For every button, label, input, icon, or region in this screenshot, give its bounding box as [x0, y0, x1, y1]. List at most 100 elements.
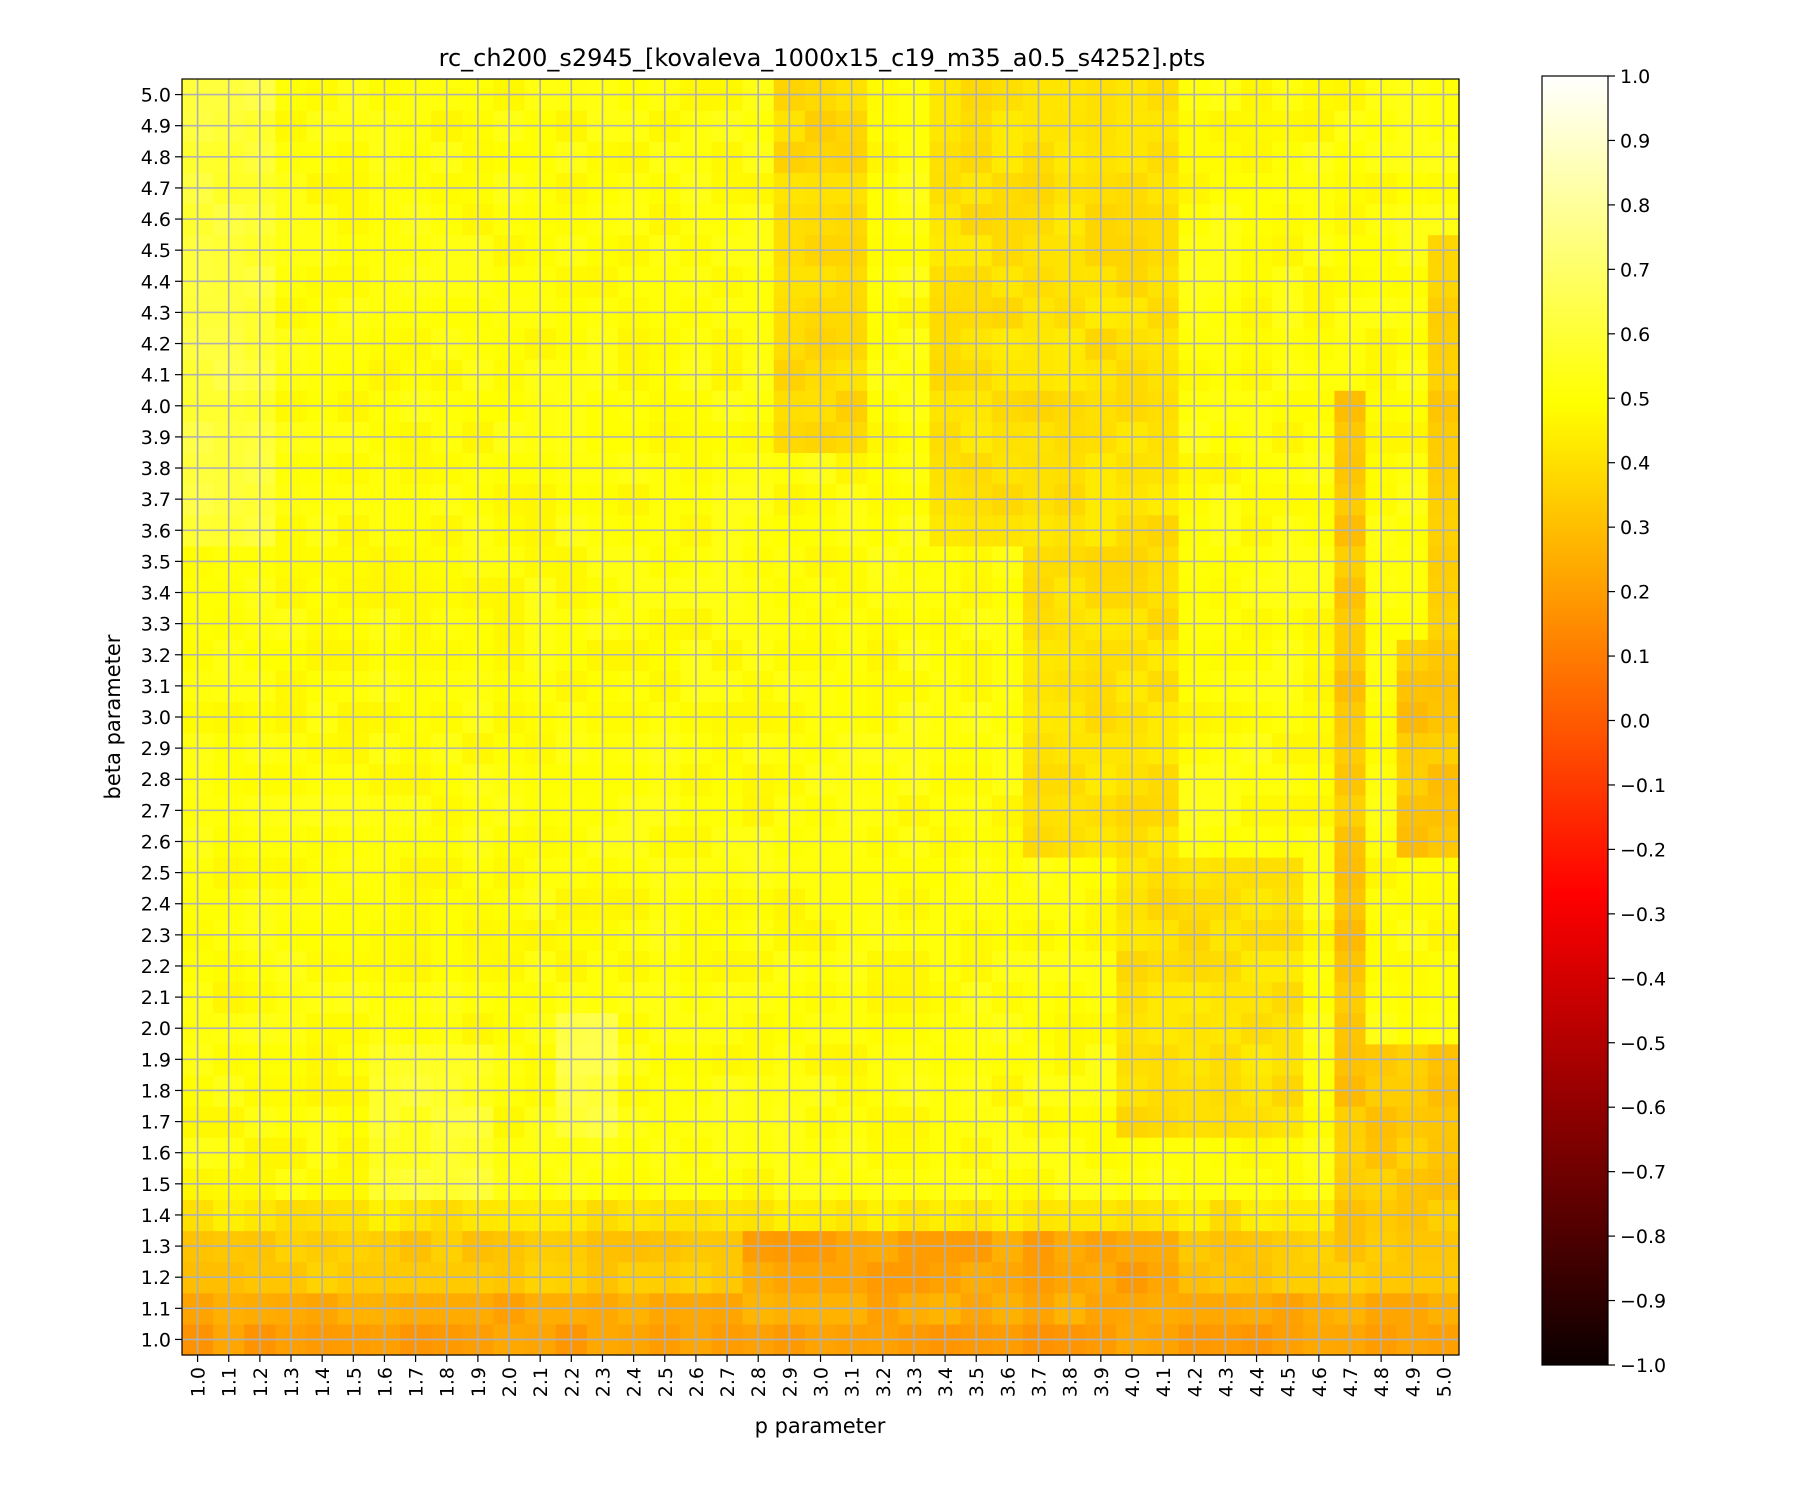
y-axis-label: beta parameter — [101, 634, 125, 799]
x-tick-label: 3.2 — [873, 1367, 895, 1397]
x-tick-label: 2.6 — [686, 1367, 708, 1397]
x-tick-label: 2.1 — [530, 1367, 552, 1397]
x-tick-label: 2.4 — [624, 1367, 646, 1397]
y-tick-label: 1.6 — [141, 1143, 171, 1165]
colorbar-tick-label: 0.9 — [1620, 130, 1650, 152]
colorbar-tick-label: 0.7 — [1620, 259, 1650, 281]
x-tick-label: 3.7 — [1029, 1367, 1051, 1397]
x-tick-label: 4.3 — [1215, 1367, 1237, 1397]
colorbar — [1541, 75, 1609, 1366]
colorbar-tick-label: −0.5 — [1620, 1033, 1666, 1055]
x-axis-label: p parameter — [755, 1414, 886, 1438]
y-tick-label: 2.4 — [141, 894, 171, 916]
x-tick-label: 3.0 — [811, 1367, 833, 1397]
y-tick-label: 4.1 — [141, 365, 171, 387]
x-axis-ticks: 1.0 1.1 1.2 1.3 1.4 1.5 1.6 1.7 1.8 1.9 2.0 2.1 2.2 2… — [188, 1355, 1455, 1397]
y-tick-label: 1.3 — [141, 1236, 171, 1258]
colorbar-tick-label: 0.8 — [1620, 195, 1650, 217]
y-tick-label: 2.1 — [141, 987, 171, 1009]
y-tick-label: 4.7 — [141, 178, 171, 200]
y-tick-label: 1.0 — [141, 1329, 171, 1351]
y-tick-label: 2.3 — [141, 925, 171, 947]
y-tick-label: 1.8 — [141, 1080, 171, 1102]
y-tick-label: 1.2 — [141, 1267, 171, 1289]
x-tick-label: 1.2 — [250, 1367, 272, 1397]
x-tick-label: 4.9 — [1402, 1367, 1424, 1397]
x-tick-label: 3.9 — [1091, 1367, 1113, 1397]
x-tick-label: 3.6 — [997, 1367, 1019, 1397]
x-tick-label: 3.3 — [904, 1367, 926, 1397]
y-tick-label: 4.0 — [141, 396, 171, 418]
x-tick-label: 1.8 — [437, 1367, 459, 1397]
grid-lines — [182, 79, 1459, 1355]
y-tick-label: 1.5 — [141, 1174, 171, 1196]
y-tick-label: 2.8 — [141, 769, 171, 791]
y-tick-label: 4.9 — [141, 116, 171, 138]
colorbar-tick-label: −0.2 — [1620, 839, 1666, 861]
x-tick-label: 2.2 — [561, 1367, 583, 1397]
colorbar-tick-label: 0.0 — [1620, 711, 1650, 733]
colorbar-tick-label: 0.5 — [1620, 388, 1650, 410]
colorbar-tick-label: −1.0 — [1620, 1355, 1666, 1377]
y-tick-label: 2.5 — [141, 863, 171, 885]
y-tick-label: 3.6 — [141, 520, 171, 542]
x-tick-label: 1.9 — [468, 1367, 490, 1397]
y-tick-label: 3.3 — [141, 614, 171, 636]
y-axis-ticks: 1.0 1.1 1.2 1.3 1.4 1.5 1.6 1.7 1.8 1.9 2.0 2.1 2.2 2… — [141, 85, 182, 1351]
x-tick-label: 4.8 — [1371, 1367, 1393, 1397]
x-tick-label: 1.5 — [343, 1367, 365, 1397]
colorbar-tick-label: −0.7 — [1620, 1162, 1666, 1184]
y-tick-label: 1.7 — [141, 1112, 171, 1134]
colorbar-tick-label: −0.6 — [1620, 1097, 1666, 1119]
x-tick-label: 2.5 — [655, 1367, 677, 1397]
x-tick-label: 5.0 — [1433, 1367, 1455, 1397]
x-tick-label: 1.3 — [281, 1367, 303, 1397]
y-tick-label: 3.5 — [141, 551, 171, 573]
x-tick-label: 4.2 — [1184, 1367, 1206, 1397]
y-tick-label: 2.2 — [141, 956, 171, 978]
y-tick-label: 4.8 — [141, 147, 171, 169]
colorbar-tick-label: 0.4 — [1620, 453, 1650, 475]
x-tick-label: 1.0 — [188, 1367, 210, 1397]
y-tick-label: 2.7 — [141, 800, 171, 822]
x-tick-label: 2.0 — [499, 1367, 521, 1397]
x-tick-label: 1.1 — [219, 1367, 241, 1397]
x-tick-label: 1.6 — [374, 1367, 396, 1397]
chart-title: rc_ch200_s2945_[kovaleva_1000x15_c19_m35… — [439, 44, 1206, 72]
colorbar-tick-label: −0.9 — [1620, 1291, 1666, 1313]
y-tick-label: 2.6 — [141, 831, 171, 853]
y-tick-label: 3.7 — [141, 489, 171, 511]
x-tick-label: 1.7 — [406, 1367, 428, 1397]
x-tick-label: 2.3 — [592, 1367, 614, 1397]
y-tick-label: 3.0 — [141, 707, 171, 729]
colorbar-tick-label: 0.6 — [1620, 324, 1650, 346]
colorbar-tick-label: 0.1 — [1620, 646, 1650, 668]
y-tick-label: 1.4 — [141, 1205, 171, 1227]
y-tick-label: 5.0 — [141, 85, 171, 107]
y-tick-label: 4.3 — [141, 302, 171, 324]
colorbar-ticks: 1.0 0.9 0.8 0.7 0.6 0.5 0.4 0.3 0.2 0.1 0.0 −0.1 −0.… — [1608, 66, 1666, 1377]
y-tick-label: 4.6 — [141, 209, 171, 231]
x-tick-label: 4.0 — [1122, 1367, 1144, 1397]
x-tick-label: 4.7 — [1340, 1367, 1362, 1397]
colorbar-tick-label: 0.3 — [1620, 517, 1650, 539]
x-tick-label: 4.6 — [1309, 1367, 1331, 1397]
y-tick-label: 2.0 — [141, 1018, 171, 1040]
y-tick-label: 3.8 — [141, 458, 171, 480]
colorbar-tick-label: −0.4 — [1620, 968, 1666, 990]
x-tick-label: 4.4 — [1247, 1367, 1269, 1397]
colorbar-tick-label: −0.8 — [1620, 1226, 1666, 1248]
y-tick-label: 3.4 — [141, 583, 171, 605]
x-tick-label: 4.1 — [1153, 1367, 1175, 1397]
y-tick-label: 3.2 — [141, 645, 171, 667]
colorbar-tick-label: 1.0 — [1620, 66, 1650, 88]
x-tick-label: 1.4 — [312, 1367, 334, 1397]
colorbar-tick-label: −0.1 — [1620, 775, 1666, 797]
colorbar-tick-label: 0.2 — [1620, 582, 1650, 604]
y-tick-label: 3.9 — [141, 427, 171, 449]
y-tick-label: 1.1 — [141, 1298, 171, 1320]
y-tick-label: 3.1 — [141, 676, 171, 698]
x-tick-label: 3.8 — [1060, 1367, 1082, 1397]
